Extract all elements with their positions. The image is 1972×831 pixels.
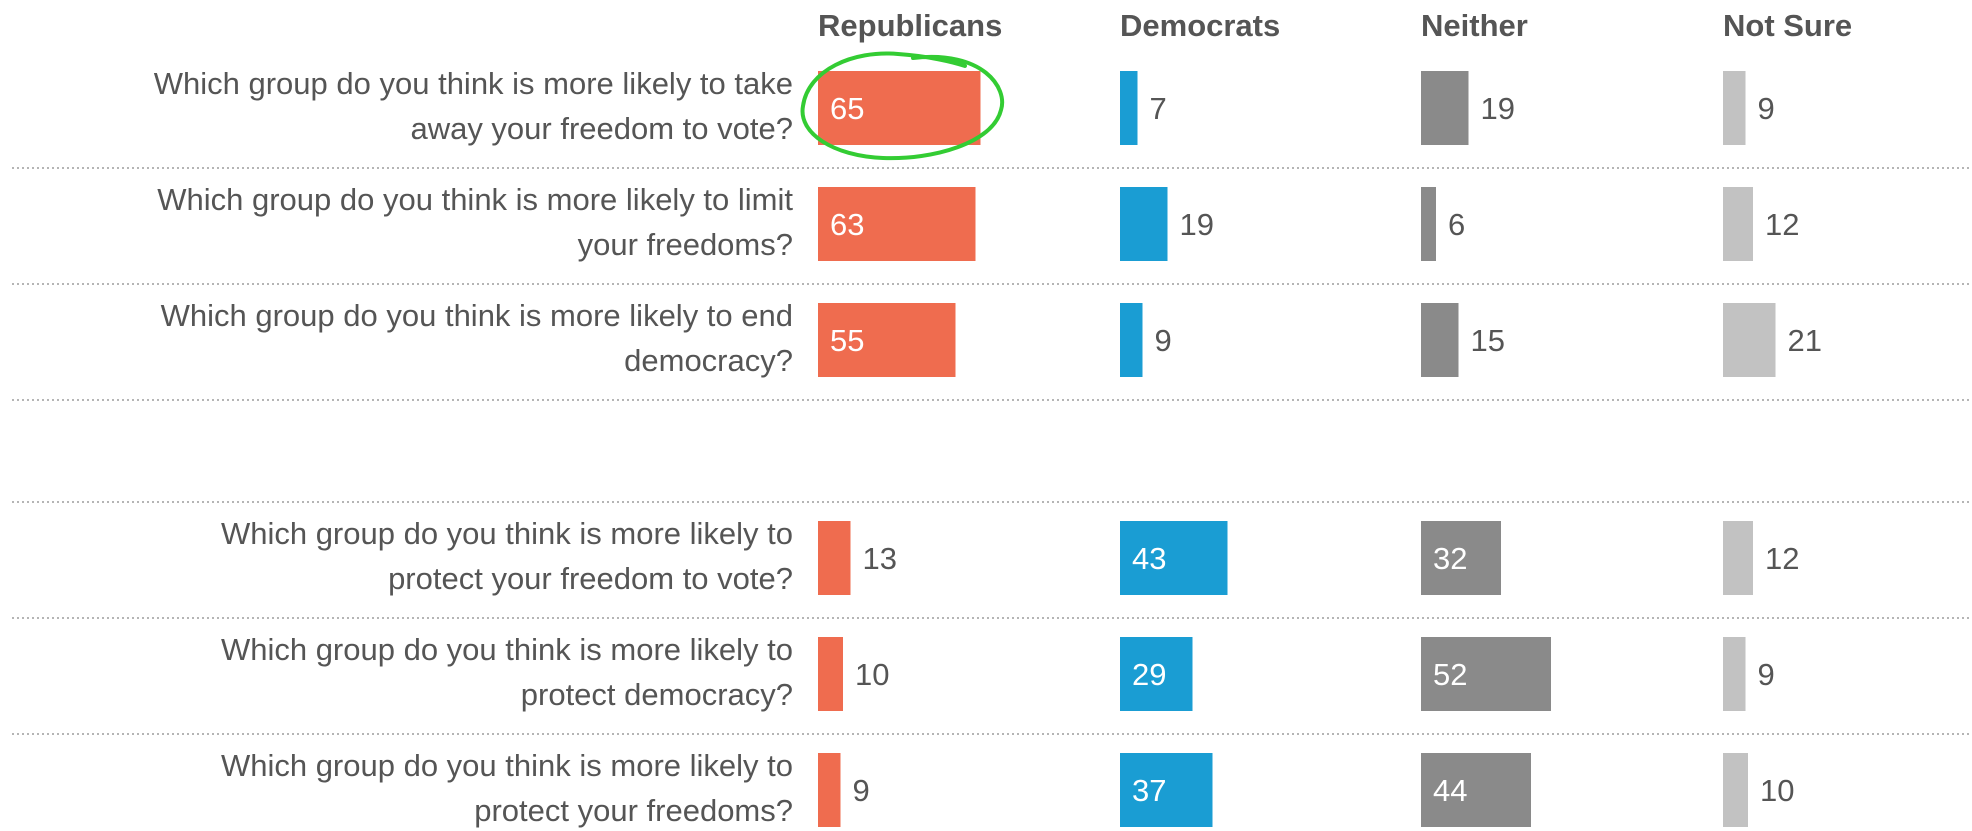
question-label: Which group do you think is more likely … <box>157 182 793 217</box>
bar-republicans <box>818 187 976 261</box>
bar-neither <box>1421 521 1501 595</box>
bar-democrats <box>1120 753 1213 827</box>
value-label: 44 <box>1433 773 1467 808</box>
bar-republicans <box>818 303 956 377</box>
question-label: away your freedom to vote? <box>410 111 793 146</box>
bar-democrats <box>1120 187 1168 261</box>
column-header-neither: Neither <box>1421 8 1528 43</box>
column-header-democrats: Democrats <box>1120 8 1280 43</box>
value-label: 37 <box>1132 773 1166 808</box>
value-label: 13 <box>863 541 897 576</box>
value-label: 9 <box>1758 657 1775 692</box>
question-label: protect your freedom to vote? <box>388 561 793 596</box>
value-label: 55 <box>830 323 864 358</box>
bar-democrats <box>1120 637 1193 711</box>
question-label: Which group do you think is more likely … <box>221 632 793 667</box>
question-label: Which group do you think is more likely … <box>221 748 793 783</box>
bar-republicans <box>818 521 851 595</box>
value-label: 12 <box>1765 541 1799 576</box>
value-label: 9 <box>1758 91 1775 126</box>
value-label: 9 <box>1155 323 1172 358</box>
value-label: 6 <box>1448 207 1465 242</box>
question-label: Which group do you think is more likely … <box>221 516 793 551</box>
bar-not-sure <box>1723 303 1776 377</box>
bar-republicans <box>818 637 843 711</box>
bar-democrats <box>1120 303 1143 377</box>
bar-democrats <box>1120 71 1138 145</box>
bar-neither <box>1421 187 1436 261</box>
value-label: 19 <box>1481 91 1515 126</box>
value-label: 9 <box>853 773 870 808</box>
value-label: 12 <box>1765 207 1799 242</box>
bar-neither <box>1421 753 1531 827</box>
question-label: protect democracy? <box>521 677 793 712</box>
bar-not-sure <box>1723 187 1753 261</box>
bar-not-sure <box>1723 637 1746 711</box>
question-label: democracy? <box>624 343 793 378</box>
bar-not-sure <box>1723 71 1746 145</box>
column-header-not-sure: Not Sure <box>1723 8 1852 43</box>
value-label: 21 <box>1788 323 1822 358</box>
value-label: 29 <box>1132 657 1166 692</box>
bar-not-sure <box>1723 521 1753 595</box>
value-label: 65 <box>830 91 864 126</box>
bar-democrats <box>1120 521 1228 595</box>
question-label: protect your freedoms? <box>474 793 793 828</box>
value-label: 43 <box>1132 541 1166 576</box>
value-label: 32 <box>1433 541 1467 576</box>
bar-neither <box>1421 303 1459 377</box>
bar-neither <box>1421 71 1469 145</box>
question-label: Which group do you think is more likely … <box>154 66 793 101</box>
bar-republicans <box>818 753 841 827</box>
value-label: 15 <box>1471 323 1505 358</box>
bar-neither <box>1421 637 1551 711</box>
column-header-republicans: Republicans <box>818 8 1002 43</box>
value-label: 63 <box>830 207 864 242</box>
value-label: 19 <box>1180 207 1214 242</box>
question-label: Which group do you think is more likely … <box>161 298 793 333</box>
highlight-circle <box>800 51 1005 161</box>
value-label: 7 <box>1150 91 1167 126</box>
value-label: 10 <box>1760 773 1794 808</box>
question-label: your freedoms? <box>578 227 793 262</box>
value-label: 52 <box>1433 657 1467 692</box>
bar-not-sure <box>1723 753 1748 827</box>
value-label: 10 <box>855 657 889 692</box>
bar-republicans <box>818 71 981 145</box>
